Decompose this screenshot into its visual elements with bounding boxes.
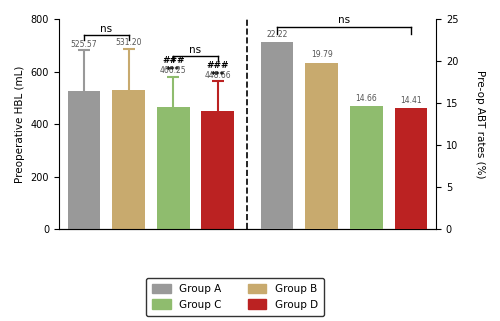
Y-axis label: Preoperative HBL (mL): Preoperative HBL (mL) — [15, 65, 25, 183]
Text: ###
***: ### *** — [206, 61, 229, 80]
Text: 19.79: 19.79 — [311, 50, 332, 59]
Y-axis label: Pre-op ABT rates (%): Pre-op ABT rates (%) — [475, 70, 485, 178]
Bar — [394, 108, 427, 230]
Bar — [261, 42, 294, 230]
Bar — [202, 111, 234, 230]
Bar — [157, 107, 190, 230]
Bar — [350, 106, 382, 230]
Bar — [306, 63, 338, 230]
Text: ns: ns — [100, 24, 112, 34]
Text: 14.41: 14.41 — [400, 96, 421, 105]
Legend: Group A, Group C, Group B, Group D: Group A, Group C, Group B, Group D — [146, 278, 324, 316]
Text: ns: ns — [338, 15, 350, 25]
Text: ns: ns — [190, 45, 202, 55]
Text: 531.20: 531.20 — [116, 38, 142, 48]
Bar — [112, 90, 145, 230]
Text: ###
***: ### *** — [162, 56, 184, 75]
Text: 466.25: 466.25 — [160, 66, 186, 75]
Text: 525.57: 525.57 — [70, 40, 98, 49]
Text: 22.22: 22.22 — [266, 30, 288, 39]
Text: 448.66: 448.66 — [204, 71, 231, 80]
Text: 14.66: 14.66 — [356, 94, 377, 103]
Bar — [68, 91, 100, 230]
